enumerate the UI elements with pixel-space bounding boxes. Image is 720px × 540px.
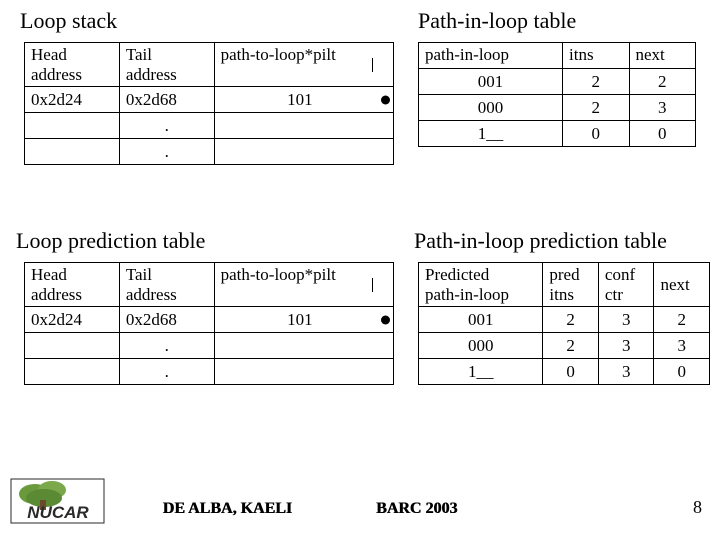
path-in-loop-table: path-in-loop itns next 00122000231__00 [418, 42, 696, 147]
cell-head-address: 0x2d24 [25, 307, 120, 333]
header-text: path-to-loop*pilt [221, 45, 336, 64]
cell-pitns: 0 [543, 359, 599, 385]
cell-ppil: 001 [419, 307, 543, 333]
cell-pitns: 2 [543, 307, 599, 333]
cell-ptl-pilt [214, 139, 393, 165]
path-in-loop-prediction-table: Predicted path-in-loop pred itns conf ct… [418, 262, 710, 385]
header-text: Head address [31, 45, 82, 84]
header-text: next [636, 45, 665, 64]
col-next: next [629, 43, 696, 69]
cell-ptl-pilt: 101 [214, 307, 393, 333]
cell-itns: 2 [563, 95, 629, 121]
cell-tail-address: . [119, 113, 214, 139]
table-header-row: Head address Tail address path-to-loop*p… [25, 43, 394, 87]
col-tail-address: Tail address [119, 263, 214, 307]
cell-pil: 001 [419, 69, 563, 95]
cell-ptl-pilt [214, 359, 393, 385]
header-text: conf ctr [605, 265, 635, 304]
cell-head-address: 0x2d24 [25, 87, 120, 113]
cell-head-address [25, 113, 120, 139]
header-text: Head address [31, 265, 82, 304]
table-row: 001232 [419, 307, 710, 333]
col-next: next [654, 263, 710, 307]
cell-tail-address: . [119, 333, 214, 359]
cell-pil: 000 [419, 95, 563, 121]
col-ptl-pilt: path-to-loop*pilt [214, 263, 393, 307]
header-text: next [660, 275, 689, 294]
col-itns: itns [563, 43, 629, 69]
cell-tail-address: 0x2d68 [119, 307, 214, 333]
cell-ppil: 1__ [419, 359, 543, 385]
cell-next: 3 [654, 333, 710, 359]
col-predicted-path-in-loop: Predicted path-in-loop [419, 263, 543, 307]
path-in-loop-prediction-table-title: Path-in-loop prediction table [414, 228, 667, 254]
loop-stack-title: Loop stack [20, 8, 117, 34]
cell-next: 3 [629, 95, 696, 121]
col-head-address: Head address [25, 263, 120, 307]
header-text: path-in-loop [425, 45, 509, 64]
table-row: . [25, 113, 394, 139]
table-row: 0x2d240x2d68101 [25, 87, 394, 113]
col-conf-ctr: conf ctr [598, 263, 654, 307]
col-path-in-loop: path-in-loop [419, 43, 563, 69]
table-header-row: Predicted path-in-loop pred itns conf ct… [419, 263, 710, 307]
pilt-separator [372, 278, 374, 292]
table-row: 00122 [419, 69, 696, 95]
header-text: Predicted path-in-loop [425, 265, 509, 304]
cell-tail-address: 0x2d68 [119, 87, 214, 113]
col-pred-itns: pred itns [543, 263, 599, 307]
table-row: 1__00 [419, 121, 696, 147]
cell-pil: 1__ [419, 121, 563, 147]
footer: DE ALBA, KAELI BARC 2003 [0, 500, 720, 518]
cell-head-address [25, 333, 120, 359]
footer-authors: DE ALBA, KAELI [163, 500, 292, 518]
cell-tail-address: . [119, 359, 214, 385]
table-row: . [25, 359, 394, 385]
cell-ptl-pilt [214, 113, 393, 139]
cell-itns: 0 [563, 121, 629, 147]
loop-prediction-table: Head address Tail address path-to-loop*p… [24, 262, 394, 385]
table-row: . [25, 139, 394, 165]
cell-conf: 3 [598, 307, 654, 333]
header-text: Tail address [126, 45, 177, 84]
header-text: itns [569, 45, 594, 64]
cell-next: 2 [654, 307, 710, 333]
header-text: path-to-loop*pilt [221, 265, 336, 284]
pilt-dot-icon [381, 315, 390, 324]
col-ptl-pilt: path-to-loop*pilt [214, 43, 393, 87]
table-row: 1__030 [419, 359, 710, 385]
cell-next: 2 [629, 69, 696, 95]
table-row: 0x2d240x2d68101 [25, 307, 394, 333]
table-header-row: Head address Tail address path-to-loop*p… [25, 263, 394, 307]
header-text: pred itns [549, 265, 579, 304]
cell-ppil: 000 [419, 333, 543, 359]
footer-venue: BARC 2003 [376, 500, 457, 518]
table-header-row: path-in-loop itns next [419, 43, 696, 69]
cell-conf: 3 [598, 359, 654, 385]
loop-prediction-table-title: Loop prediction table [16, 228, 205, 254]
path-in-loop-table-title: Path-in-loop table [418, 8, 576, 34]
header-text: Tail address [126, 265, 177, 304]
cell-ptl-pilt [214, 333, 393, 359]
col-tail-address: Tail address [119, 43, 214, 87]
loop-stack-table: Head address Tail address path-to-loop*p… [24, 42, 394, 165]
cell-next: 0 [654, 359, 710, 385]
cell-head-address [25, 139, 120, 165]
cell-next: 0 [629, 121, 696, 147]
table-row: 00023 [419, 95, 696, 121]
cell-conf: 3 [598, 333, 654, 359]
cell-pitns: 2 [543, 333, 599, 359]
cell-itns: 2 [563, 69, 629, 95]
cell-ptl-pilt: 101 [214, 87, 393, 113]
col-head-address: Head address [25, 43, 120, 87]
cell-head-address [25, 359, 120, 385]
table-row: 000233 [419, 333, 710, 359]
table-row: . [25, 333, 394, 359]
pilt-separator [372, 58, 374, 72]
page-number: 8 [693, 497, 702, 518]
cell-tail-address: . [119, 139, 214, 165]
pilt-dot-icon [381, 95, 390, 104]
